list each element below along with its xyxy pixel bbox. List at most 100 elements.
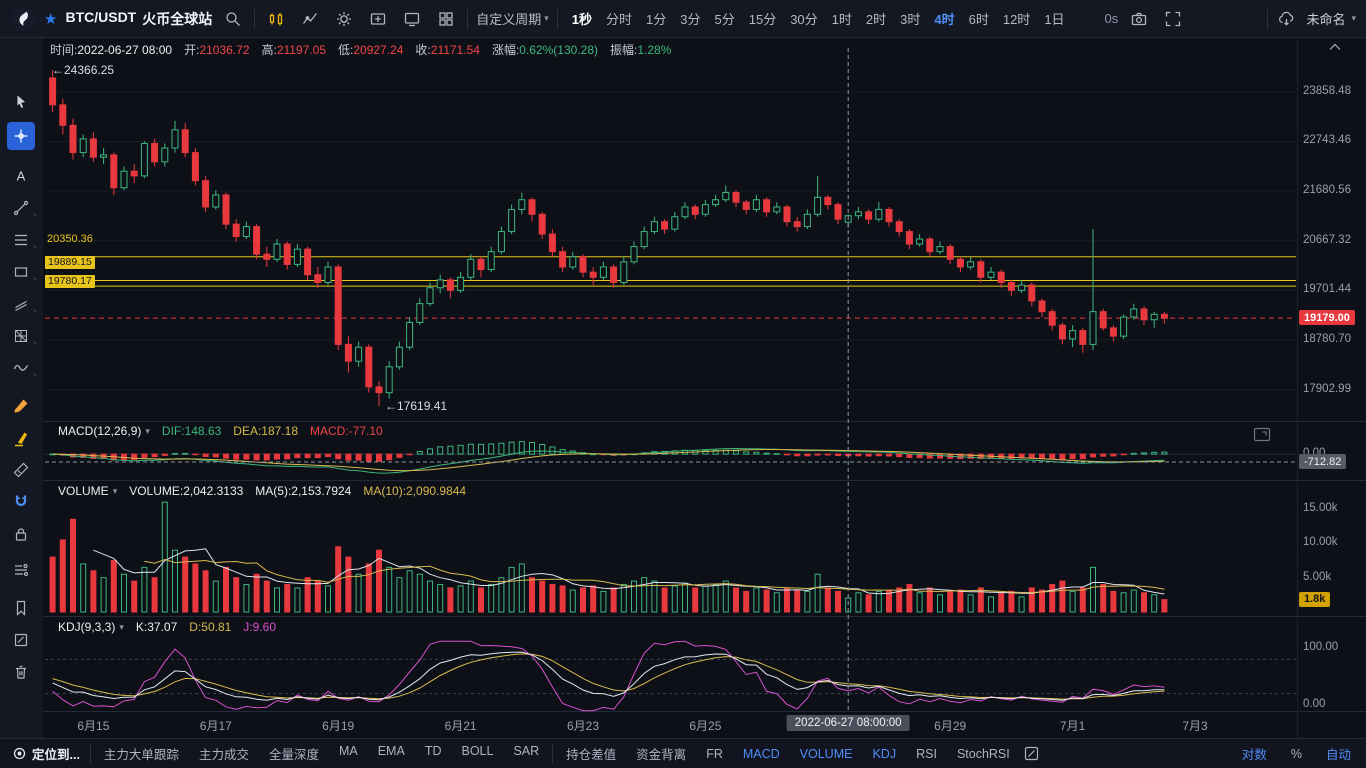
bottom-item-MACD[interactable]: MACD [742,746,780,761]
bottom-item-RSI[interactable]: RSI [916,746,937,761]
interval-1秒[interactable]: 1秒 [571,12,593,27]
multichart-icon[interactable] [1160,6,1186,32]
chevron-up-icon[interactable] [1328,42,1342,52]
chevron-down-icon[interactable]: ▾ [112,485,118,496]
chevron-down-icon[interactable]: ▾ [119,621,124,632]
app-logo[interactable] [10,6,36,32]
chart-style-icon[interactable] [263,6,289,32]
bottom-item-BOLL[interactable]: BOLL [461,744,494,758]
high-price-marker: ←24366.25 [52,62,115,77]
bottom-item-KDJ[interactable]: KDJ [872,746,897,761]
ohlc-低: 低:20927.24 [338,43,404,57]
price-axis-label: 19701.44 [1303,283,1351,296]
interval-1时[interactable]: 1时 [831,12,852,27]
text-tool-icon[interactable]: A [7,162,35,190]
bottom-item-持仓差值[interactable]: 持仓差值 [566,748,617,762]
layout-menu[interactable]: 未命名 ▾ [1267,6,1356,32]
camera-icon[interactable] [1126,6,1152,32]
favorite-star-icon[interactable]: ★ [44,10,58,28]
interval-30分[interactable]: 30分 [790,12,818,27]
macd-title[interactable]: MACD(12,26,9) [58,424,142,438]
bottom-item-主力成交[interactable]: 主力成交 [198,748,249,762]
interval-1分[interactable]: 1分 [646,12,667,27]
magnet-tool-icon[interactable] [7,488,35,516]
interval-分时[interactable]: 分时 [606,12,633,27]
indicators-icon[interactable] [297,6,323,32]
bottom-item-VOLUME[interactable]: VOLUME [799,746,853,761]
interval-2时[interactable]: 2时 [865,12,887,27]
price-level-label[interactable]: 20350.36 [47,232,93,245]
panel-expand-icon[interactable] [1253,427,1271,442]
bottom-right-对数[interactable]: 对数 [1241,748,1267,762]
notes-tool-icon[interactable] [7,626,35,654]
bottom-item-全量深度[interactable]: 全量深度 [268,748,319,762]
trash-tool-icon[interactable] [7,658,35,686]
settings-gear-icon[interactable] [331,6,357,32]
bottom-item-FR[interactable]: FR [706,746,723,761]
price-axis-label: 23858.48 [1303,84,1351,97]
interval-3时[interactable]: 3时 [900,12,921,27]
locate-label: 定位到... [32,748,80,762]
highlighter-tool-icon[interactable] [7,424,35,452]
wave-tool-icon[interactable]: › [7,354,36,382]
rectangle-tool-icon[interactable]: › [7,258,36,286]
interval-12时[interactable]: 12时 [1002,12,1031,27]
price-level-label[interactable]: 19780.17 [45,275,95,289]
interval-5分[interactable]: 5分 [714,12,735,27]
last-price-badge: 19179.00 [1299,310,1355,326]
lock-tool-icon[interactable] [7,520,35,548]
bottom-item-EMA[interactable]: EMA [377,744,405,758]
bottom-item-资金背离[interactable]: 资金背离 [636,748,687,762]
measure-tool-icon[interactable] [7,456,35,484]
chevron-down-icon: ▾ [544,13,549,23]
toolbar-separator [467,8,469,29]
search-icon[interactable] [220,6,246,32]
macd-legend: MACD(12,26,9) ▾ DIF:148.63 DEA:187.18 MA… [58,424,383,438]
custom-period-dropdown[interactable]: 自定义周期 ▾ [476,9,549,28]
trendline-tool-icon[interactable]: › [7,194,36,222]
locate-button[interactable]: 定位到... [12,744,80,763]
parallel-lines-tool-icon[interactable]: › [7,290,36,318]
interval-1日[interactable]: 1日 [1044,12,1065,27]
ohlc-涨幅: 涨幅:0.62%(130.28) [491,43,599,57]
fib-retracement-tool-icon[interactable]: › [7,226,36,254]
ohlc-振幅: 振幅:1.28% [610,43,672,57]
bottom-item-MA[interactable]: MA [338,744,358,758]
compare-icon[interactable] [365,6,391,32]
interval-4时[interactable]: 4时 [934,12,955,27]
volume-axis-label: 15.00k [1303,502,1338,514]
brush-tool-icon[interactable] [7,392,35,420]
bottom-item-SAR[interactable]: SAR [513,744,540,758]
object-tree-tool-icon[interactable] [7,556,35,584]
chevron-down-icon[interactable]: ▾ [145,425,150,436]
interval-15分[interactable]: 15分 [748,12,777,27]
crosshair-tool-icon[interactable] [7,122,35,150]
bookmark-tool-icon[interactable] [7,594,35,622]
screen-icon[interactable] [399,6,425,32]
symbol-title[interactable]: BTC/USDT 火币全球站 [65,9,212,29]
layout-name: 未命名 [1306,12,1346,27]
kdj-title[interactable]: KDJ(9,3,3) [58,620,116,634]
price-level-label[interactable]: 19889.15 [45,256,95,270]
gann-grid-tool-icon[interactable]: › [7,322,36,350]
bottom-item-StochRSI[interactable]: StochRSI [956,746,1010,761]
cursor-tool-icon[interactable] [7,88,35,116]
submenu-arrow: › [33,338,36,347]
toolbar-separator [1267,8,1269,29]
bottom-item-TD[interactable]: TD [424,744,442,758]
volume-title[interactable]: VOLUME [58,484,109,498]
volume-ma10-value: MA(10):2,090.9844 [363,484,467,498]
macd-dif-value: DIF:148.63 [161,424,222,438]
edit-indicators-icon[interactable] [1023,745,1041,763]
price-axis[interactable]: 19179.00 0.00 -712.82 1.8k 100.00 0.00 2… [1298,38,1366,712]
time-axis[interactable]: 2022-06-27 08:00:00 6月15 6月17 6月19 6月21 6月23… [0,712,1366,738]
bottom-right-自动[interactable]: 自动 [1325,748,1351,762]
bottom-right-%[interactable]: % [1290,746,1302,761]
bottom-item-主力大单跟踪[interactable]: 主力大单跟踪 [103,748,179,762]
interval-3分[interactable]: 3分 [680,12,701,27]
time-axis-label: 6月23 [566,719,600,733]
grid-layout-icon[interactable] [433,6,459,32]
interval-6时[interactable]: 6时 [968,12,989,27]
